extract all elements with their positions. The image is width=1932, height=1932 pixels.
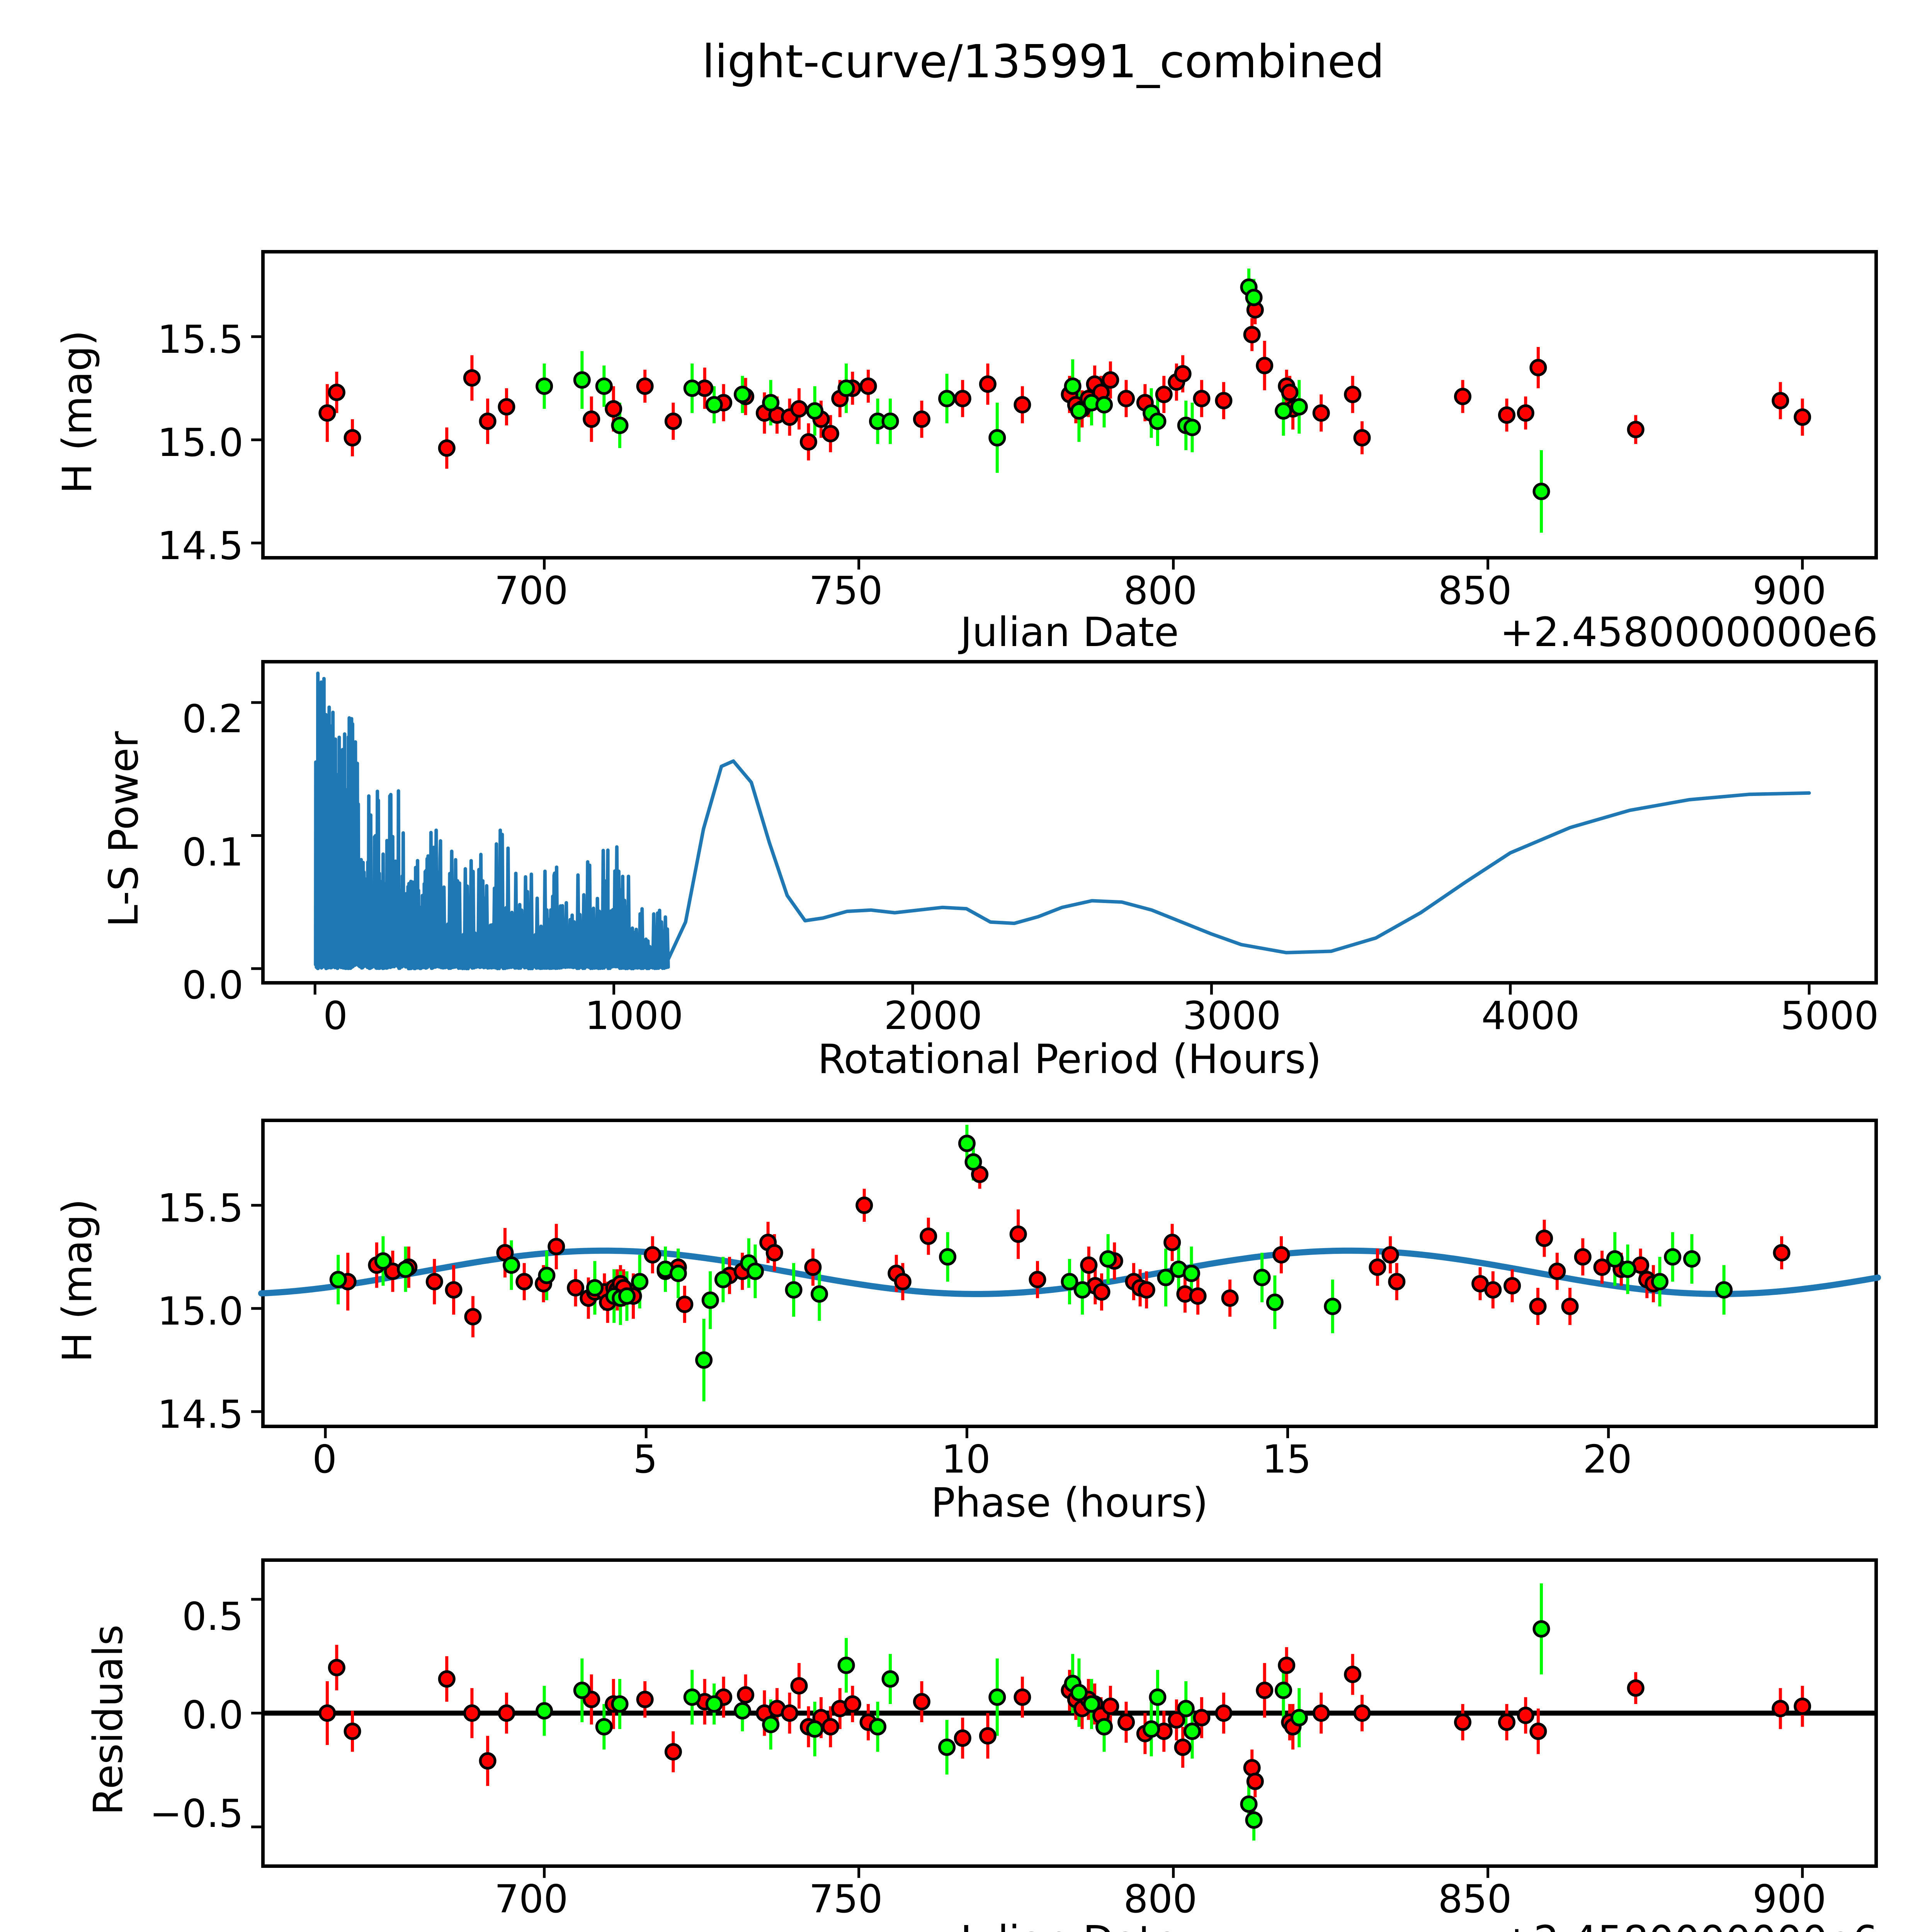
panel3-y-axis-label: H (mag) <box>54 1199 101 1362</box>
panel1-ytick-14_5: 14.5 <box>157 523 243 568</box>
panel2-x-axis-label: Rotational Period (Hours) <box>818 1036 1321 1083</box>
panel1-xtick-700: 700 <box>494 568 568 613</box>
panel1-xtick-850: 850 <box>1438 568 1512 613</box>
plot-area-phase-folded <box>251 1125 1881 1438</box>
panel4-x-offset-text: +2.4580000000e6 <box>1314 1917 1878 1932</box>
panel3-xtick-10: 10 <box>941 1437 991 1482</box>
panel3-xtick-15: 15 <box>1262 1437 1311 1482</box>
panel3-ytick-14_5: 14.5 <box>157 1392 243 1437</box>
panel3-xtick-5: 5 <box>633 1437 658 1482</box>
panel4-ytick-0_5: 0.5 <box>182 1594 243 1639</box>
panel2-ytick-0_2: 0.2 <box>182 696 243 742</box>
panel1-xtick-800: 800 <box>1123 568 1197 613</box>
axes-frame-panel2 <box>261 660 1878 985</box>
panel2-xtick-2000: 2000 <box>884 993 983 1038</box>
panel4-xtick-850: 850 <box>1438 1876 1512 1922</box>
panel3-ytick-15_5: 15.5 <box>157 1185 243 1231</box>
panel4-ytick-0_0: 0.0 <box>182 1692 243 1738</box>
panel1-ytick-15_5: 15.5 <box>157 317 243 362</box>
panel2-xtick-5000: 5000 <box>1780 993 1879 1038</box>
panel4-xtick-900: 900 <box>1752 1876 1827 1922</box>
panel1-x-axis-label: Julian Date <box>960 609 1179 656</box>
panel-phase-folded <box>251 1119 1881 1438</box>
panel2-xtick-4000: 4000 <box>1481 993 1580 1038</box>
panel3-xtick-20: 20 <box>1583 1437 1632 1482</box>
panel2-ytick-0_0: 0.0 <box>182 963 243 1008</box>
plot-area-periodogram <box>251 672 1811 995</box>
panel3-xtick-0: 0 <box>312 1437 337 1482</box>
panel4-xtick-800: 800 <box>1123 1876 1197 1922</box>
panel-periodogram <box>251 660 1878 995</box>
panel1-ytick-15_0: 15.0 <box>157 420 243 465</box>
panel2-ytick-0_1: 0.1 <box>182 830 243 875</box>
panel4-x-axis-label: Julian Date <box>838 1917 1301 1932</box>
panel-residuals <box>251 1558 1878 1878</box>
panel4-xtick-750: 750 <box>809 1876 883 1922</box>
panel1-xtick-900: 900 <box>1752 568 1827 613</box>
plot-area-lightcurve-time <box>251 269 1811 570</box>
axes-frame-panel3 <box>261 1119 1878 1428</box>
panel2-xtick-3000: 3000 <box>1182 993 1281 1038</box>
panel1-y-axis-label: H (mag) <box>54 330 101 494</box>
panel2-xtick-0: 0 <box>323 993 348 1038</box>
panel-lightcurve-time <box>251 250 1878 570</box>
page-title: light-curve/135991_combined <box>702 35 1384 88</box>
panel1-x-offset-text: +2.4580000000e6 <box>1500 609 1878 656</box>
panel3-ytick-15_0: 15.0 <box>157 1289 243 1334</box>
axes-frame-panel1 <box>261 250 1878 560</box>
panel1-xtick-750: 750 <box>809 568 883 613</box>
panel4-ytick-neg0_5: −0.5 <box>150 1791 243 1836</box>
plot-area-residuals <box>251 1583 1878 1878</box>
panel4-xtick-700: 700 <box>494 1876 568 1922</box>
panel3-x-axis-label: Phase (hours) <box>931 1479 1208 1526</box>
panel2-xtick-1000: 1000 <box>585 993 684 1038</box>
